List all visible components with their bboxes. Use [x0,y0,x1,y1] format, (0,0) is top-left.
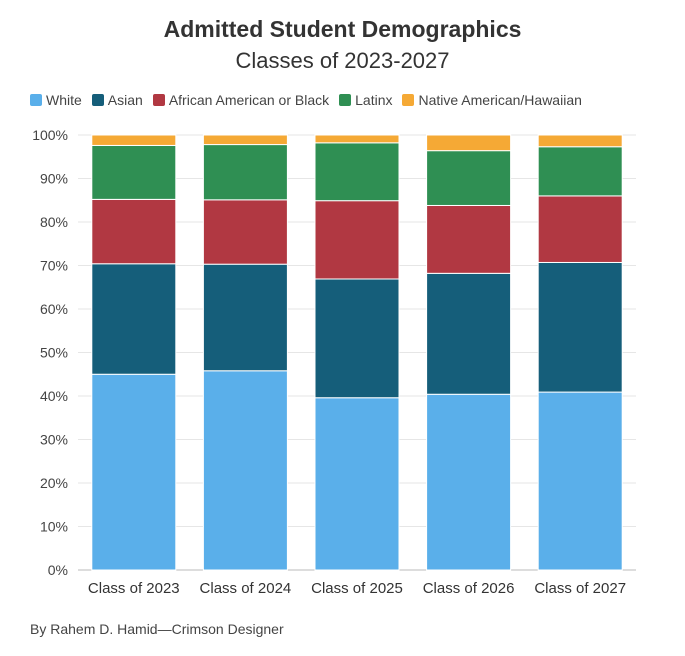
bar-segment-4-1 [537,261,623,393]
legend-item-4: Native American/Hawaiian [402,92,582,108]
y-tick-label-8: 80% [40,214,68,230]
y-tick-label-3: 30% [40,432,68,448]
y-tick-label-4: 40% [40,388,68,404]
bar-segment-1-1 [202,263,288,372]
legend-label-2: African American or Black [168,92,330,108]
y-tick-label-6: 60% [40,301,68,317]
legend-item-1: Asian [91,92,143,108]
y-tick-label-1: 10% [40,519,68,535]
x-tick-label-4: Class of 2027 [534,580,626,597]
legend-swatch-4 [402,94,415,106]
legend-label-4: Native American/Hawaiian [418,92,582,108]
bar-segment-4-4 [537,134,623,148]
bar-segment-4-0 [537,391,623,571]
legend-swatch-3 [339,94,352,106]
chart-title: Admitted Student Demographics [163,16,522,42]
bar-segment-1-4 [202,134,288,146]
bar-segment-3-2 [426,204,512,274]
legend-item-0: White [30,92,82,108]
y-tick-label-2: 20% [40,475,68,491]
bar-segment-1-0 [202,370,288,571]
bar-segment-2-2 [314,200,400,280]
bar-segment-3-0 [426,393,512,571]
legend-swatch-0 [30,94,42,106]
chart-subtitle: Classes of 2023-2027 [235,48,450,73]
legend-swatch-1 [91,94,104,106]
bar-segment-0-4 [91,134,177,146]
bar-segment-4-3 [537,146,623,197]
bar-segment-1-3 [202,144,288,201]
bar-segment-0-1 [91,263,177,375]
legend-label-1: Asian [107,92,143,108]
bar-segment-2-3 [314,142,400,202]
y-tick-label-0: 0% [48,562,68,578]
y-tick-label-7: 70% [40,258,68,274]
y-tick-label-9: 90% [40,171,68,187]
bar-segment-2-4 [314,134,400,144]
legend-item-3: Latinx [339,92,392,108]
bar-segment-2-0 [314,397,400,571]
bar-segment-4-2 [537,195,623,263]
y-tick-label-5: 50% [40,345,68,361]
bar-segment-3-4 [426,134,512,152]
legend-label-3: Latinx [355,92,393,108]
bar-segment-0-2 [91,198,177,265]
legend-swatch-2 [152,94,165,106]
bar-segment-1-2 [202,199,288,265]
bar-segment-3-1 [426,272,512,395]
legend: White Asian African American or Black Latin… [30,92,582,108]
x-tick-label-3: Class of 2026 [423,580,515,597]
legend-item-2: African American or Black [152,92,330,108]
y-tick-label-10: 100% [32,127,68,143]
x-tick-label-0: Class of 2023 [88,580,180,597]
credit-line: By Rahem D. Hamid—Crimson Designer [30,621,284,637]
bar-segment-2-1 [314,278,400,399]
x-tick-label-1: Class of 2024 [200,580,292,597]
x-tick-label-2: Class of 2025 [311,580,403,597]
bar-segment-3-3 [426,150,512,206]
bar-segment-0-3 [91,144,177,200]
bar-segment-0-0 [91,373,177,571]
legend-label-0: White [46,92,82,108]
